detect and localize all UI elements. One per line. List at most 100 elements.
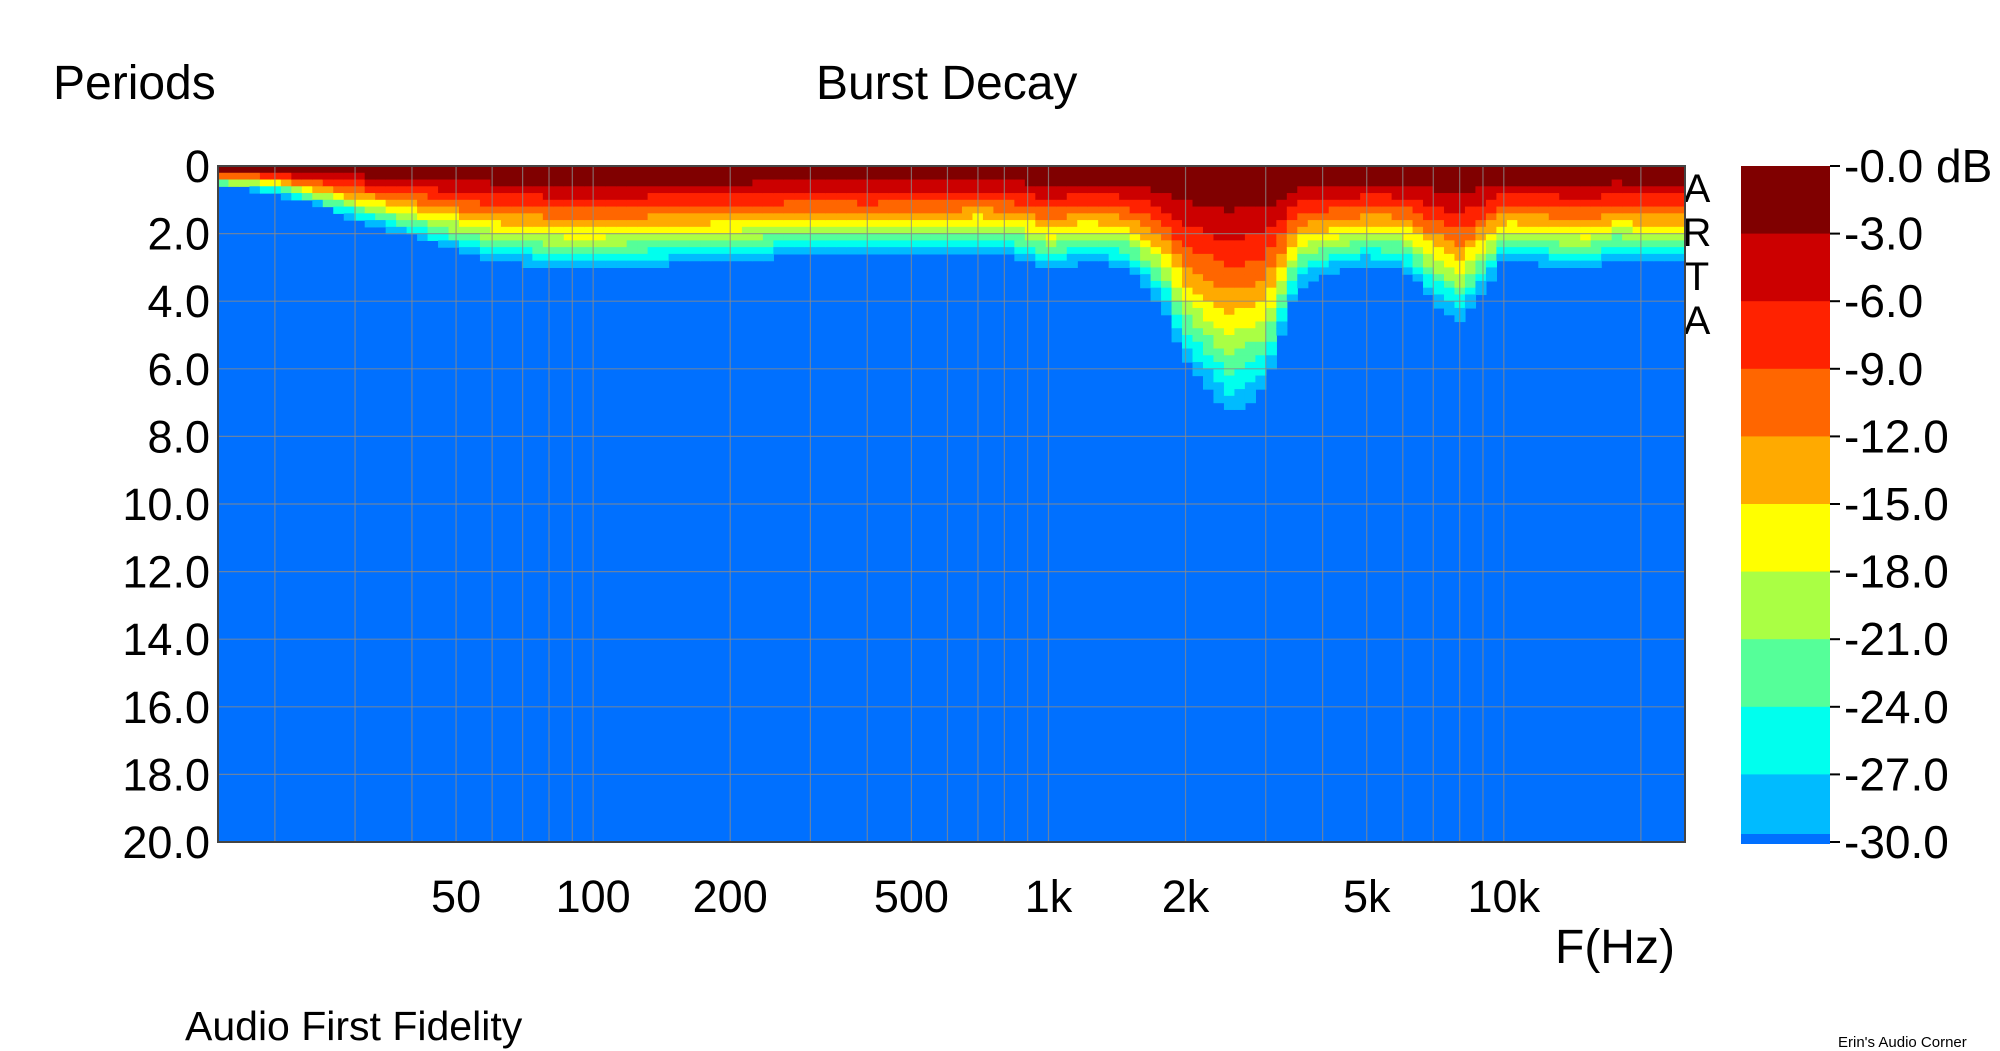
- heatmap-cell: [825, 172, 837, 181]
- heatmap-cell: [689, 233, 701, 241]
- heatmap-cell: [396, 179, 408, 187]
- heatmap-cell: [343, 166, 355, 174]
- heatmap-cell: [291, 186, 303, 194]
- heatmap-cell: [479, 247, 492, 255]
- heatmap-cell: [1223, 280, 1236, 289]
- heatmap-cell: [930, 226, 942, 235]
- heatmap-cell: [427, 186, 439, 194]
- heatmap-cell: [1286, 267, 1298, 275]
- heatmap-cell: [1003, 193, 1015, 201]
- heatmap-cell: [689, 166, 701, 174]
- heatmap-cell: [1538, 193, 1550, 201]
- heatmap-cell: [511, 253, 523, 262]
- heatmap-cell: [762, 253, 774, 262]
- heatmap-cell: [1433, 267, 1445, 275]
- heatmap-cell: [836, 233, 848, 241]
- heatmap-cell: [228, 166, 240, 174]
- heatmap-cell: [1202, 355, 1215, 363]
- heatmap-cell: [1339, 179, 1351, 187]
- heatmap-cell: [1475, 206, 1487, 214]
- heatmap-cell: [616, 233, 628, 241]
- heatmap-cell: [1223, 294, 1236, 302]
- heatmap-cell: [825, 206, 837, 214]
- heatmap-cell: [1140, 206, 1152, 214]
- heatmap-cell: [1527, 199, 1539, 208]
- heatmap-cell: [1580, 240, 1592, 248]
- heatmap-cell: [762, 226, 774, 235]
- heatmap-cell: [1464, 206, 1477, 214]
- heatmap-cell: [888, 179, 900, 187]
- heatmap-cell: [1360, 172, 1372, 181]
- heatmap-cell: [731, 233, 743, 241]
- heatmap-cell: [417, 186, 429, 194]
- heatmap-cell: [1244, 294, 1256, 302]
- heatmap-cell: [626, 260, 638, 268]
- heatmap-cell: [700, 220, 712, 228]
- heatmap-cell: [1140, 233, 1152, 241]
- heatmap-cell: [553, 253, 565, 262]
- heatmap-cell: [1202, 375, 1215, 383]
- heatmap-cell: [448, 233, 460, 241]
- heatmap-cell: [354, 186, 366, 194]
- heatmap-cell: [1265, 247, 1277, 255]
- heatmap-cell: [1171, 253, 1183, 262]
- heatmap-cell: [364, 220, 376, 228]
- heatmap-cell: [909, 240, 921, 248]
- heatmap-cell: [689, 226, 701, 235]
- heatmap-cell: [1003, 247, 1015, 255]
- heatmap-cell: [448, 220, 460, 228]
- heatmap-cell: [1035, 172, 1047, 181]
- heatmap-cell: [584, 179, 596, 187]
- heatmap-cell: [1611, 179, 1623, 187]
- heatmap-cell: [1255, 193, 1267, 201]
- heatmap-cell: [1412, 193, 1424, 201]
- heatmap-cell: [920, 220, 932, 228]
- heatmap-cell: [1161, 307, 1173, 316]
- heatmap-cell: [1108, 206, 1120, 214]
- heatmap-cell: [1087, 220, 1099, 228]
- heatmap-cell: [584, 260, 596, 268]
- heatmap-cell: [375, 193, 387, 201]
- heatmap-cell: [982, 213, 995, 221]
- heatmap-cell: [1129, 253, 1141, 262]
- heatmap-cell: [668, 240, 680, 248]
- heatmap-cell: [1108, 193, 1120, 201]
- heatmap-cell: [720, 193, 733, 201]
- heatmap-cell: [783, 199, 795, 208]
- heatmap-cell: [689, 172, 701, 181]
- heatmap-cell: [1590, 233, 1602, 241]
- heatmap-cell: [773, 199, 785, 208]
- heatmap-cell: [532, 247, 544, 255]
- heatmap-cell: [1307, 247, 1319, 255]
- heatmap-cell: [1276, 321, 1288, 329]
- heatmap-cell: [1674, 213, 1686, 221]
- heatmap-cell: [720, 213, 733, 221]
- heatmap-cell: [637, 172, 649, 181]
- heatmap-cell: [333, 186, 345, 194]
- heatmap-cell: [1402, 213, 1414, 221]
- heatmap-cell: [930, 206, 942, 214]
- heatmap-cell: [878, 233, 890, 241]
- heatmap-cell: [1014, 172, 1026, 181]
- heatmap-cell: [1443, 226, 1456, 235]
- heatmap-cell: [1370, 260, 1382, 268]
- heatmap-cell: [1412, 267, 1424, 275]
- heatmap-cell: [815, 186, 827, 194]
- heatmap-cell: [1255, 199, 1267, 208]
- heatmap-cell: [720, 172, 733, 181]
- heatmap-cell: [1475, 172, 1487, 181]
- heatmap-cell: [438, 226, 450, 235]
- heatmap-cell: [605, 247, 617, 255]
- heatmap-cell: [1244, 341, 1256, 350]
- heatmap-cell: [825, 247, 837, 255]
- heatmap-cell: [333, 193, 345, 201]
- heatmap-cell: [574, 247, 586, 255]
- heatmap-cell: [1506, 206, 1518, 214]
- heatmap-cell: [1255, 220, 1267, 228]
- heatmap-cell: [1171, 301, 1183, 309]
- heatmap-cell: [1255, 233, 1267, 241]
- heatmap-cell: [1077, 206, 1089, 214]
- heatmap-cell: [1674, 220, 1686, 228]
- heatmap-cell: [1485, 186, 1497, 194]
- heatmap-cell: [867, 166, 879, 174]
